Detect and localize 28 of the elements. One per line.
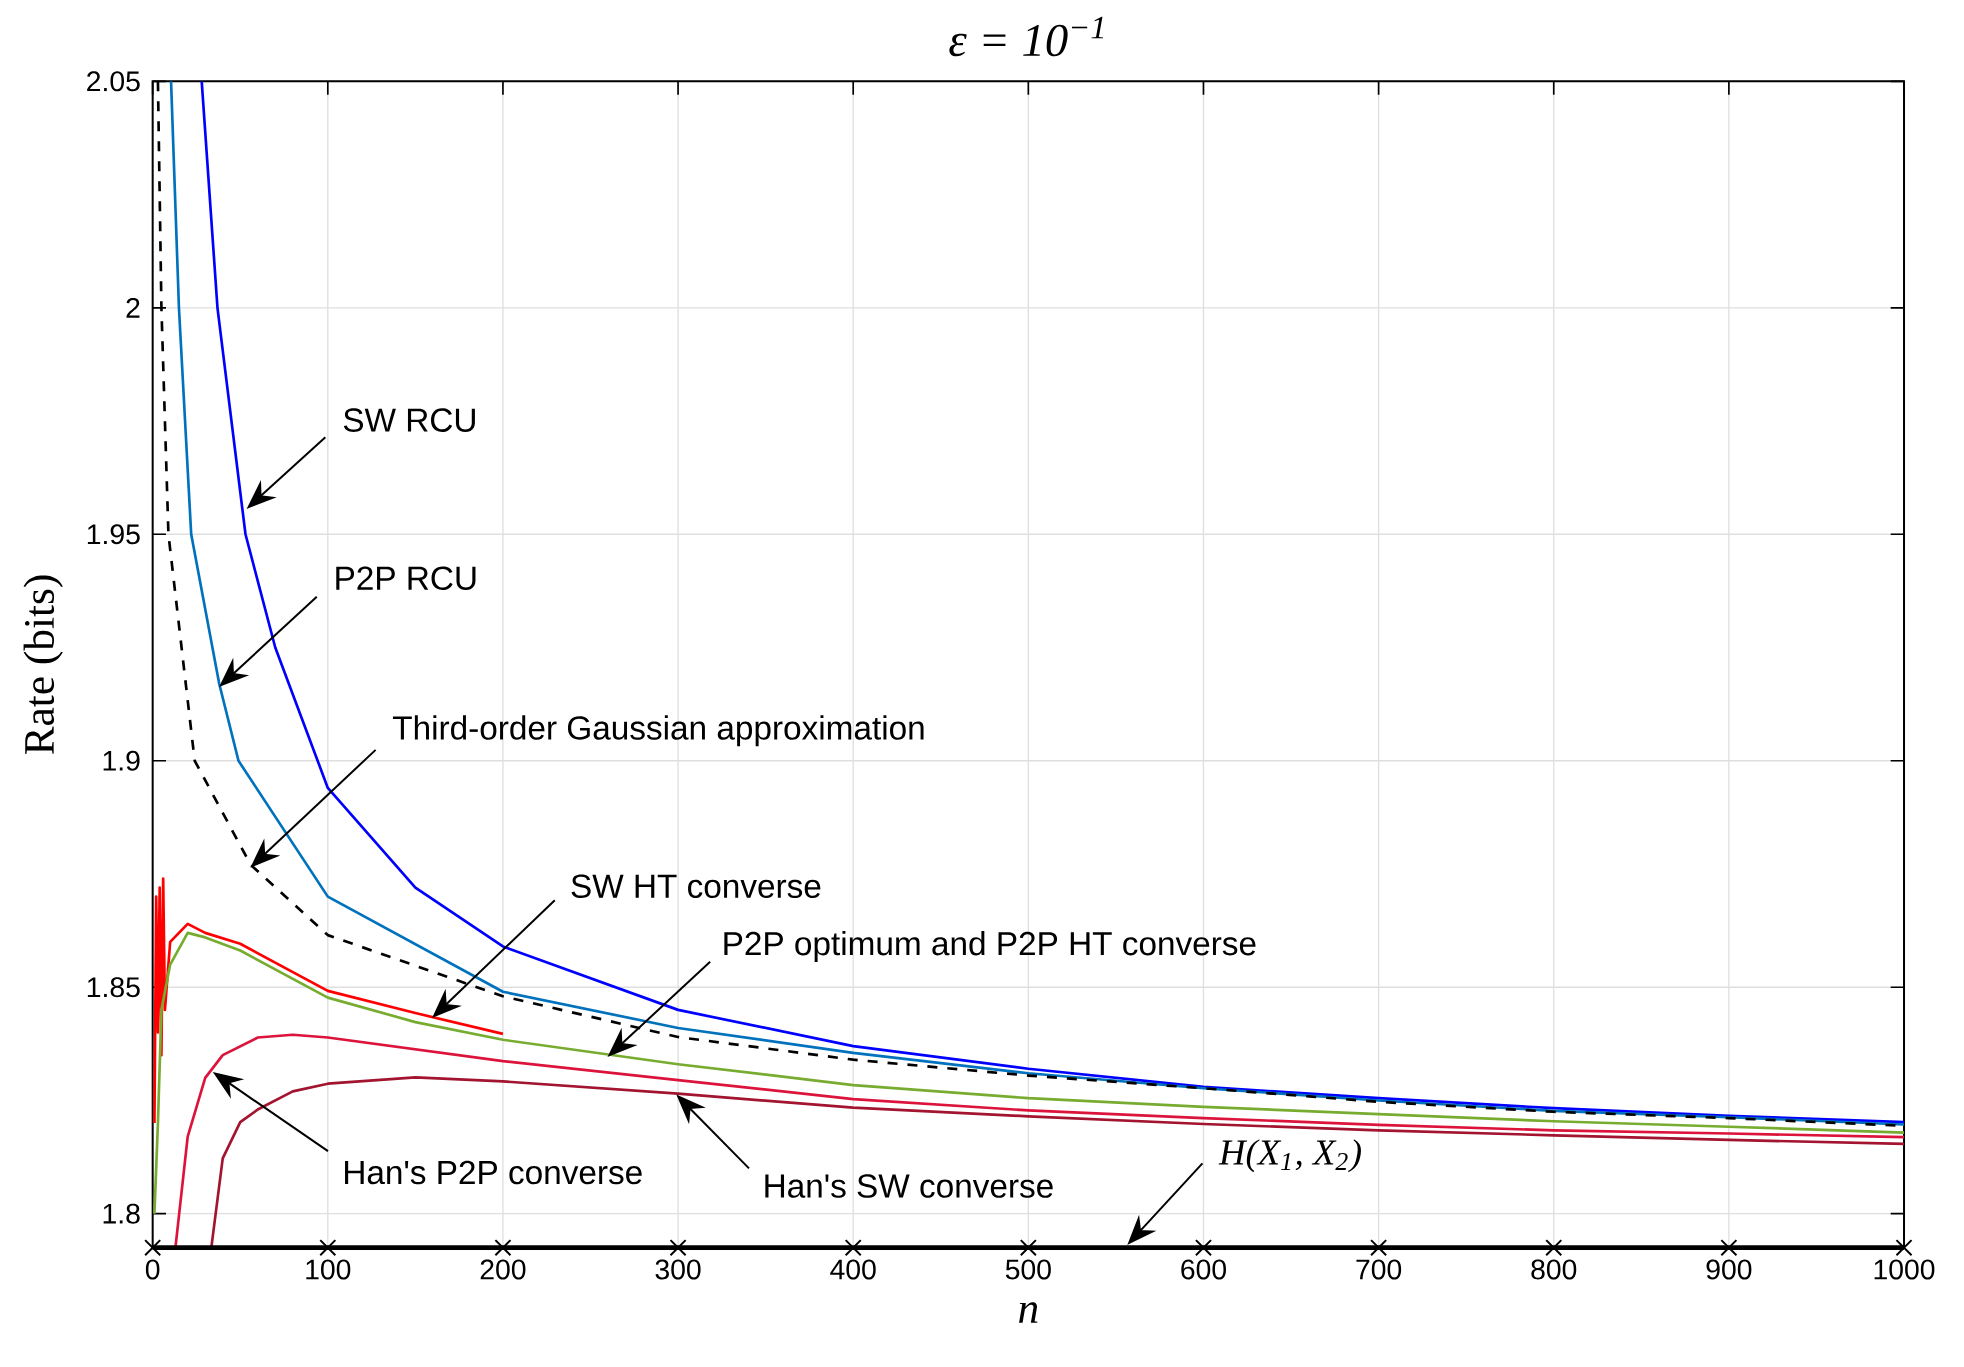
- x-tick-label: 200: [480, 1259, 526, 1280]
- annotation: P2P optimum and P2P HT converse: [724, 930, 1256, 962]
- y-tick-label: 1.95: [87, 524, 140, 545]
- annotation: P2P RCU: [336, 566, 476, 590]
- x-tick-label: 700: [1356, 1259, 1402, 1280]
- x-tick-label: 300: [655, 1259, 701, 1280]
- y-axis-title: Rate (bits): [23, 575, 63, 755]
- x-tick-label: 500: [1005, 1259, 1051, 1280]
- annotation: Han's P2P converse: [345, 1160, 642, 1185]
- annotation: Third-order Gaussian approximation: [392, 715, 924, 747]
- x-tick-label: 0: [145, 1259, 160, 1280]
- x-tick-label: 600: [1181, 1259, 1226, 1280]
- x-axis-title: n: [1019, 1302, 1038, 1323]
- annotation: SW RCU: [343, 408, 475, 432]
- annotation: Han's SW converse: [765, 1174, 1053, 1198]
- annotation: SW HT converse: [571, 874, 821, 898]
- annotation: H(X$_{1}$, X$_{2}$): [1218, 1139, 1361, 1173]
- x-tick-label: 900: [1706, 1259, 1752, 1280]
- x-tick-label: 100: [306, 1259, 351, 1280]
- y-tick-label: 1.8: [103, 1203, 140, 1224]
- y-tick-label: 1.9: [103, 750, 140, 771]
- y-tick-label: 1.85: [87, 977, 140, 998]
- chart-title: ε = 10$^{−1}$: [949, 16, 1104, 57]
- x-tick-label: 400: [830, 1259, 876, 1280]
- x-tick-label: 800: [1531, 1259, 1577, 1280]
- y-tick-label: 2: [126, 297, 140, 318]
- y-tick-label: 2.05: [87, 71, 140, 92]
- x-tick-label: 1000: [1874, 1259, 1935, 1280]
